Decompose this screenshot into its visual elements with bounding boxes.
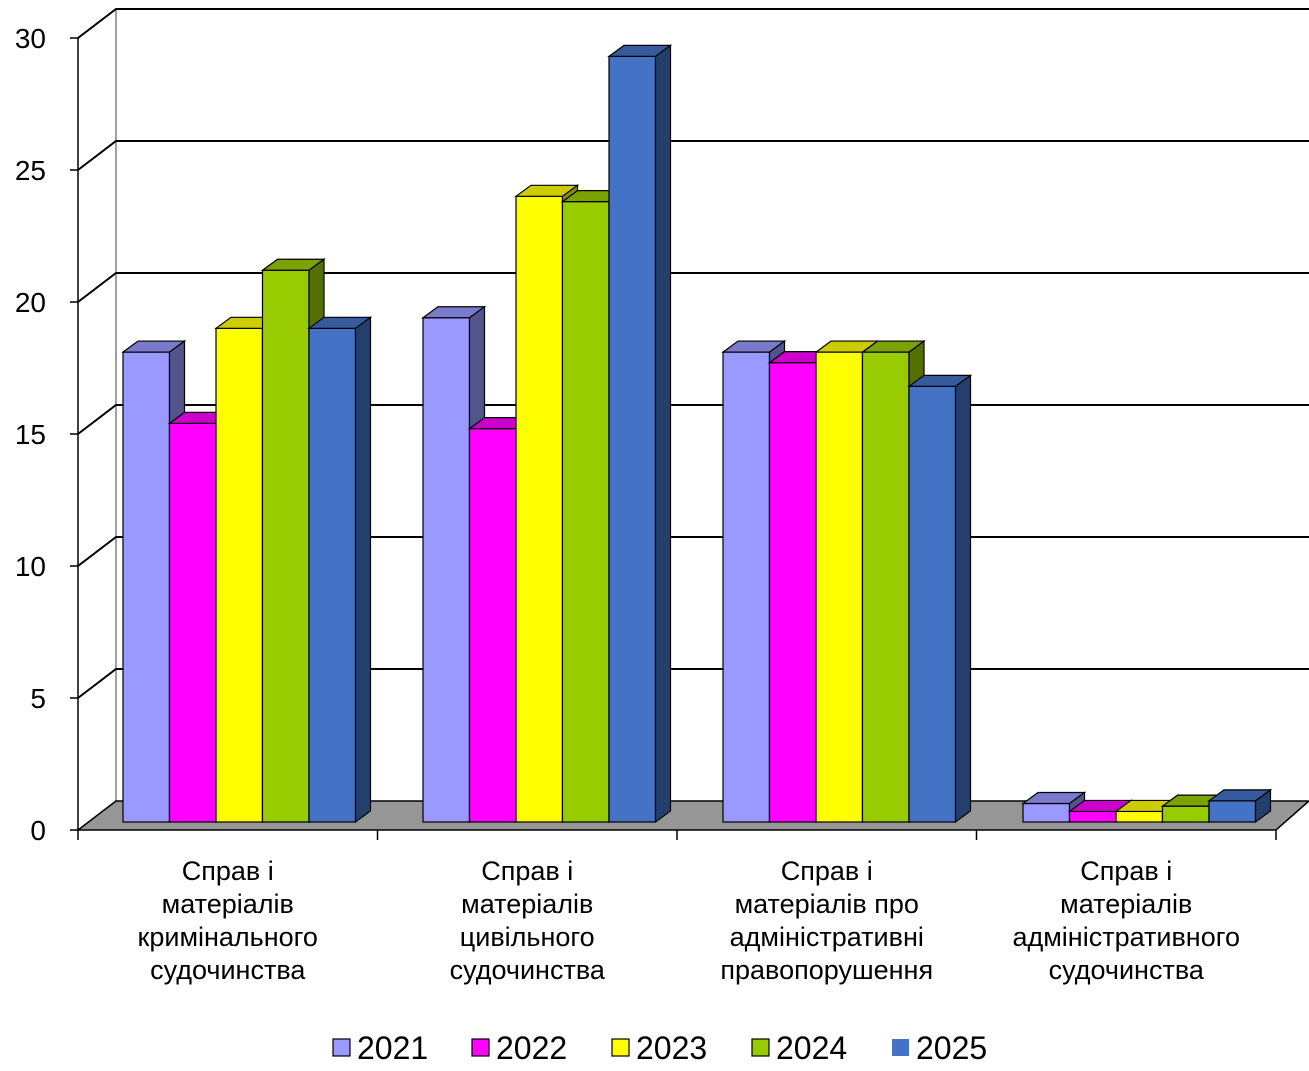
bar-2025-cat4 [1207,788,1273,824]
legend-swatch [892,1039,909,1056]
x-category-label-line: матеріалів [162,889,294,919]
bar-front [815,351,864,823]
y-tick-label-5: 5 [30,683,46,714]
bar-front [515,195,564,823]
bar-front [1161,805,1210,823]
gridline-20 [77,272,1309,303]
legend-label: 2021 [357,1030,428,1066]
y-tick-label-25: 25 [15,155,46,186]
legend: 2021 2022 2023 2024 2025 [332,1030,987,1066]
x-category-label-line: Справ і [182,856,274,886]
x-category-label-line: матеріалів [461,889,593,919]
x-category-label-line: Справ і [481,856,573,886]
bar-front [908,385,957,823]
chart-floor [75,800,1309,831]
legend-swatch [611,1038,630,1057]
bar-front [308,327,357,823]
x-category-label-line: кримінального [138,922,318,952]
bar-2025-cat2 [607,44,673,824]
bar-front [768,362,817,823]
y-tick-labels: 0 5 10 15 20 25 30 [15,23,46,846]
bar-side [354,316,372,824]
bar-2025-cat1 [307,316,373,824]
gridline-30 [77,8,1309,39]
legend-item-2021: 2021 [332,1030,428,1066]
bar-front [1068,810,1117,823]
x-category-label-line: правопорушення [720,955,933,985]
x-category-label-line: матеріалів про [735,889,919,919]
gridlines [77,8,1309,699]
bar-front [1022,802,1071,823]
bars [121,44,1273,824]
bar-front [468,428,517,823]
x-category-label-line: Справ і [1080,856,1172,886]
legend-label: 2022 [496,1030,567,1066]
bar-front [561,201,610,823]
bar-front [861,351,910,823]
bar-front [122,351,171,823]
y-tick-label-30: 30 [15,23,46,54]
x-category-label-line: судочинства [150,955,306,985]
legend-swatch [471,1038,490,1057]
legend-item-2023: 2023 [611,1030,707,1066]
x-category-label-line: Справ і [781,856,873,886]
y-tick-label-15: 15 [15,419,46,450]
x-category-label-line: адміністративні [730,922,924,952]
legend-item-2025: 2025 [892,1030,987,1066]
x-category-labels: Справ і матеріалів кримінального судочинств… [138,856,1240,985]
bar-front [1208,800,1257,823]
y-tick-label-10: 10 [15,551,46,582]
bar-front [261,269,310,823]
legend-item-2022: 2022 [471,1030,567,1066]
floor [75,800,1309,831]
x-category-label-3: Справ і матеріалів про адміністративні прав… [720,856,933,985]
bar-front [168,422,217,823]
legend-item-2024: 2024 [751,1030,847,1066]
x-category-label-4: Справ і матеріалів адміністративного судочи… [1012,856,1240,985]
bar-front [608,55,657,823]
bar-side [954,374,972,824]
bar-side [654,44,672,824]
legend-swatch [332,1038,351,1057]
bar-front [422,317,471,823]
legend-label: 2023 [636,1030,707,1066]
bar-front [215,327,264,823]
legend-swatch [751,1038,770,1057]
bar-2025-cat3 [907,374,973,824]
y-tick-label-20: 20 [15,287,46,318]
bar-front [722,351,771,823]
bar-front [1115,810,1164,823]
bar-side [1254,788,1272,824]
axes [70,37,1277,840]
gridline-25 [77,140,1309,171]
x-category-label-line: адміністративного [1012,922,1240,952]
x-category-label-line: матеріалів [1060,889,1192,919]
legend-label: 2025 [916,1030,987,1066]
x-category-label-line: судочинства [450,955,606,985]
legend-label: 2024 [776,1030,847,1066]
x-category-label-1: Справ і матеріалів кримінального судочинств… [138,856,318,985]
y-tick-label-0: 0 [30,815,46,846]
x-category-label-line: цивільного [460,922,595,952]
x-category-label-line: судочинства [1049,955,1205,985]
x-category-label-2: Справ і матеріалів цивільного судочинства [450,856,606,985]
